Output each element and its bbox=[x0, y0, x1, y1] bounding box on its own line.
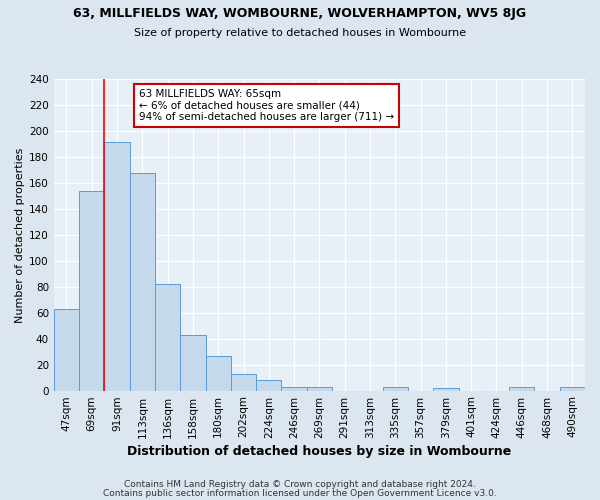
Bar bbox=[180, 335, 206, 390]
Bar bbox=[281, 386, 307, 390]
X-axis label: Distribution of detached houses by size in Wombourne: Distribution of detached houses by size … bbox=[127, 444, 512, 458]
Bar bbox=[104, 142, 130, 390]
Bar bbox=[560, 386, 585, 390]
Bar bbox=[433, 388, 458, 390]
Bar bbox=[231, 374, 256, 390]
Bar bbox=[54, 309, 79, 390]
Bar bbox=[206, 356, 231, 390]
Y-axis label: Number of detached properties: Number of detached properties bbox=[15, 148, 25, 322]
Bar bbox=[256, 380, 281, 390]
Bar bbox=[155, 284, 180, 391]
Text: Contains public sector information licensed under the Open Government Licence v3: Contains public sector information licen… bbox=[103, 488, 497, 498]
Text: Contains HM Land Registry data © Crown copyright and database right 2024.: Contains HM Land Registry data © Crown c… bbox=[124, 480, 476, 489]
Bar bbox=[130, 173, 155, 390]
Bar bbox=[383, 386, 408, 390]
Bar bbox=[79, 191, 104, 390]
Text: Size of property relative to detached houses in Wombourne: Size of property relative to detached ho… bbox=[134, 28, 466, 38]
Text: 63 MILLFIELDS WAY: 65sqm
← 6% of detached houses are smaller (44)
94% of semi-de: 63 MILLFIELDS WAY: 65sqm ← 6% of detache… bbox=[139, 89, 394, 122]
Bar bbox=[509, 386, 535, 390]
Bar bbox=[307, 386, 332, 390]
Text: 63, MILLFIELDS WAY, WOMBOURNE, WOLVERHAMPTON, WV5 8JG: 63, MILLFIELDS WAY, WOMBOURNE, WOLVERHAM… bbox=[73, 8, 527, 20]
